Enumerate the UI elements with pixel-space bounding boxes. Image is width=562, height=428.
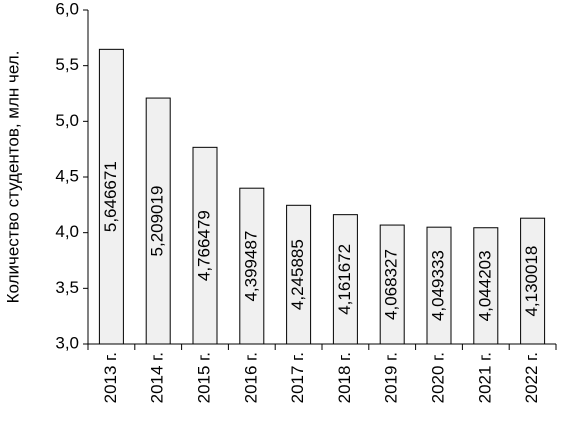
bar bbox=[379, 224, 405, 345]
x-tick-label: 2014 г. bbox=[148, 352, 167, 403]
bar bbox=[426, 226, 452, 345]
x-tick-label: 2017 г. bbox=[288, 352, 307, 403]
bar bbox=[473, 227, 499, 345]
x-tick-label: 2018 г. bbox=[335, 352, 354, 403]
bar bbox=[192, 146, 218, 345]
bar bbox=[239, 187, 265, 345]
data-label: 4,245885 bbox=[288, 239, 307, 310]
y-tick-label: 4,5 bbox=[55, 166, 79, 185]
bar bbox=[145, 97, 171, 345]
y-tick-label: 3,5 bbox=[55, 278, 79, 297]
x-tick-label: 2013 г. bbox=[101, 352, 120, 403]
y-tick-label: 4,0 bbox=[55, 222, 79, 241]
data-label: 4,049333 bbox=[428, 250, 447, 321]
y-tick-label: 3,0 bbox=[55, 333, 79, 352]
y-tick-label: 6,0 bbox=[55, 0, 79, 18]
y-axis-label: Количество студентов, млн чел. bbox=[3, 51, 22, 304]
data-label: 5,646671 bbox=[101, 161, 120, 232]
x-tick-label: 2020 г. bbox=[428, 352, 447, 403]
x-tick-label: 2019 г. bbox=[382, 352, 401, 403]
x-tick-label: 2021 г. bbox=[475, 352, 494, 403]
data-label: 4,044203 bbox=[475, 250, 494, 321]
y-tick-label: 5,0 bbox=[55, 111, 79, 130]
data-label: 4,399487 bbox=[241, 231, 260, 302]
x-tick-label: 2016 г. bbox=[241, 352, 260, 403]
bar bbox=[332, 214, 358, 345]
bar bbox=[98, 48, 124, 345]
data-label: 4,161672 bbox=[335, 244, 354, 315]
x-tick-label: 2022 г. bbox=[522, 352, 541, 403]
y-tick-label: 5,5 bbox=[55, 55, 79, 74]
bar bbox=[520, 217, 546, 345]
data-label: 4,068327 bbox=[382, 249, 401, 320]
data-label: 4,130018 bbox=[522, 246, 541, 317]
x-tick-label: 2015 г. bbox=[194, 352, 213, 403]
data-label: 5,209019 bbox=[148, 186, 167, 257]
data-label: 4,766479 bbox=[194, 210, 213, 281]
bar bbox=[286, 204, 312, 345]
